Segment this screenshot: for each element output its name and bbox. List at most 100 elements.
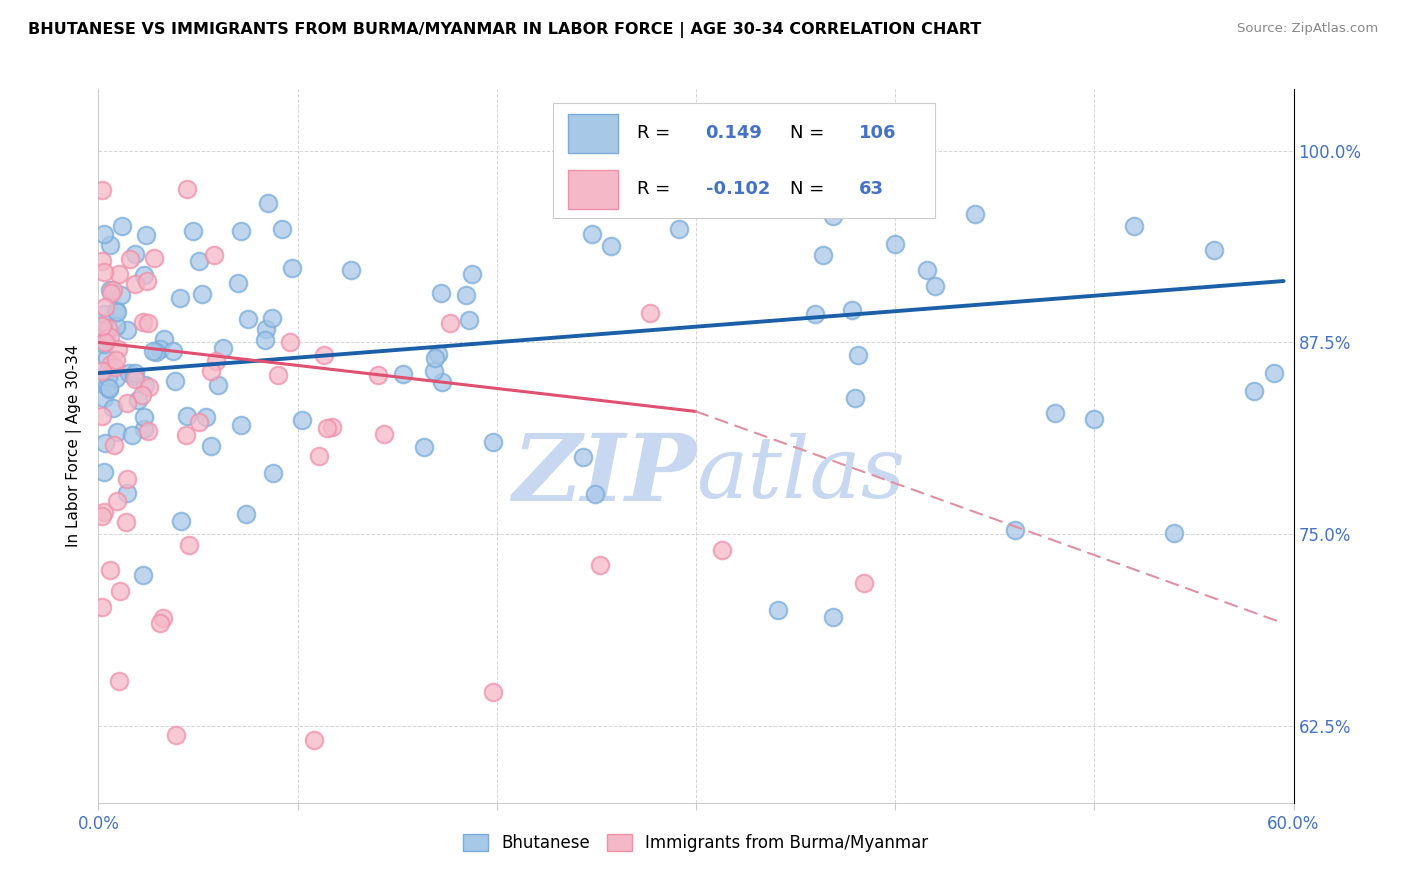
Point: [131, 387, 153, 401]
Point: [253, 333, 276, 347]
Point: [170, 514, 193, 528]
Text: Source: ZipAtlas.com: Source: ZipAtlas.com: [1237, 22, 1378, 36]
Point: [668, 221, 690, 235]
Point: [134, 377, 156, 392]
Point: [229, 224, 252, 238]
Point: [901, 201, 924, 215]
Point: [884, 237, 907, 252]
Point: [111, 219, 134, 233]
Point: [482, 684, 505, 698]
Point: [93, 466, 115, 480]
Point: [583, 486, 606, 500]
Point: [96, 351, 118, 365]
Point: [165, 728, 187, 742]
Point: [105, 493, 128, 508]
Point: [205, 354, 228, 368]
Point: [124, 369, 146, 384]
Point: [105, 302, 128, 317]
Point: [195, 409, 218, 424]
Point: [132, 568, 155, 582]
Point: [121, 428, 143, 442]
Point: [766, 602, 789, 616]
Point: [846, 348, 869, 362]
Text: atlas: atlas: [696, 434, 905, 516]
Point: [392, 368, 415, 382]
Point: [174, 428, 197, 442]
Point: [91, 599, 114, 614]
Point: [1043, 406, 1066, 420]
Point: [91, 409, 114, 424]
Point: [202, 248, 225, 262]
Point: [117, 486, 139, 500]
Point: [432, 375, 454, 389]
Point: [134, 268, 156, 282]
Point: [97, 370, 120, 384]
Point: [145, 345, 167, 359]
Point: [94, 334, 117, 349]
Point: [1083, 412, 1105, 426]
Point: [316, 421, 339, 435]
Point: [100, 357, 122, 371]
Point: [93, 307, 115, 321]
Point: [852, 576, 875, 591]
Point: [163, 374, 186, 388]
Point: [917, 263, 939, 277]
Point: [177, 538, 200, 552]
Point: [238, 311, 260, 326]
Point: [149, 342, 172, 356]
Point: [124, 246, 146, 260]
Point: [108, 583, 131, 598]
Point: [132, 422, 155, 436]
Point: [813, 248, 835, 262]
Point: [115, 396, 138, 410]
Point: [138, 380, 160, 394]
Point: [98, 283, 121, 297]
Point: [427, 347, 450, 361]
Point: [572, 450, 595, 464]
Point: [97, 382, 120, 396]
Point: [308, 449, 330, 463]
Point: [456, 288, 478, 302]
Point: [118, 367, 141, 381]
Point: [93, 265, 115, 279]
Point: [823, 209, 845, 223]
Point: [104, 353, 127, 368]
Point: [98, 330, 121, 344]
Point: [1243, 384, 1265, 398]
Point: [107, 267, 129, 281]
Point: [136, 316, 159, 330]
Point: [187, 415, 209, 429]
Point: [226, 276, 249, 290]
Point: [98, 238, 121, 252]
Point: [94, 300, 117, 314]
Point: [191, 287, 214, 301]
Point: [108, 673, 131, 688]
Point: [340, 263, 363, 277]
Point: [758, 136, 780, 150]
Point: [207, 378, 229, 392]
Point: [176, 181, 198, 195]
Point: [124, 367, 146, 381]
Point: [844, 391, 866, 405]
Point: [581, 227, 603, 242]
Point: [105, 305, 128, 319]
Point: [162, 343, 184, 358]
Point: [1202, 243, 1225, 257]
Point: [924, 279, 946, 293]
Point: [262, 466, 284, 480]
Point: [422, 364, 444, 378]
Point: [93, 337, 115, 351]
Point: [132, 409, 155, 424]
Point: [439, 316, 461, 330]
Point: [103, 401, 125, 415]
Point: [115, 471, 138, 485]
Point: [457, 313, 479, 327]
Point: [115, 515, 138, 529]
Point: [91, 183, 114, 197]
Point: [304, 732, 326, 747]
Point: [97, 363, 120, 377]
Point: [267, 368, 290, 383]
Point: [91, 254, 114, 268]
Point: [98, 563, 121, 577]
Point: [638, 306, 661, 320]
